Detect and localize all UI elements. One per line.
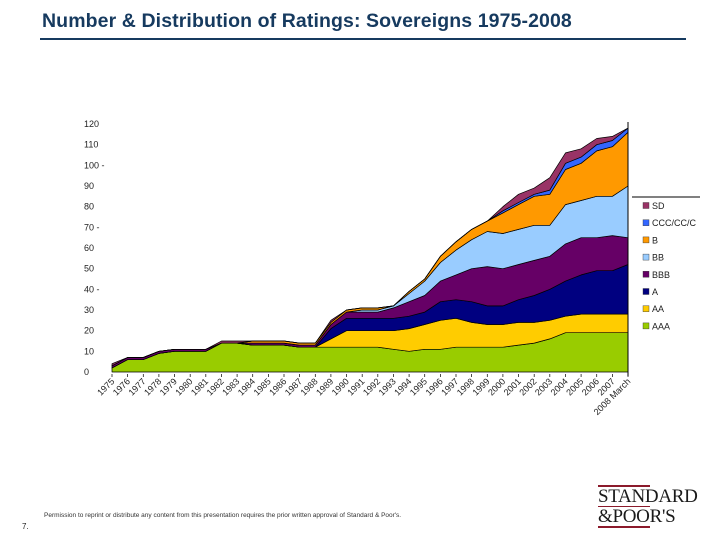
logo-rule-top bbox=[598, 485, 650, 487]
y-tick-label: 100 - bbox=[84, 160, 105, 170]
legend-swatch-b bbox=[642, 236, 650, 244]
legend-label-bbb: BBB bbox=[652, 270, 670, 280]
x-axis: 1975197619771978197919801981198219831984… bbox=[95, 374, 632, 417]
logo-rule-bottom bbox=[598, 526, 650, 528]
legend-swatch-bb bbox=[642, 253, 650, 261]
legend-label-a: A bbox=[652, 287, 658, 297]
y-tick-label: 110 bbox=[84, 140, 98, 150]
logo-line2: &POOR'S bbox=[598, 506, 676, 527]
legend-swatch-aaa bbox=[642, 322, 650, 330]
y-tick-label: 0 bbox=[84, 367, 89, 377]
legend-label-sd: SD bbox=[652, 201, 665, 211]
legend-label-bb: BB bbox=[652, 253, 664, 263]
y-tick-label: 30 bbox=[84, 305, 94, 315]
legend-label-b: B bbox=[652, 235, 658, 245]
legend-swatch-bbb bbox=[642, 271, 650, 278]
y-tick-label: 120 bbox=[84, 119, 99, 129]
legend-swatch-ccc-cc-c bbox=[642, 219, 650, 226]
y-axis: 0 10 20 30 40 - 50 60 70 - 80 90 100 - 110 120 bbox=[84, 119, 629, 377]
y-tick-label: 50 bbox=[84, 264, 94, 274]
sp-logo: STANDARD &POOR'S bbox=[598, 485, 703, 528]
legend-label-aaa: AAA bbox=[652, 321, 670, 331]
area-sd bbox=[111, 127, 629, 367]
y-tick-label: 90 bbox=[84, 181, 94, 191]
legend-swatch-aa bbox=[642, 305, 650, 312]
legend-label-ccc-cc-c: CCC/CC/C bbox=[652, 218, 696, 228]
page-title: Number & Distribution of Ratings: Sovere… bbox=[42, 10, 572, 32]
legend-swatch-a bbox=[642, 288, 650, 295]
y-tick-label: 40 - bbox=[84, 284, 100, 294]
title-underline bbox=[40, 38, 686, 40]
y-tick-label: 70 - bbox=[84, 222, 100, 232]
legend-swatch-sd bbox=[642, 202, 650, 209]
permission-footnote: Permission to reprint or distribute any … bbox=[44, 512, 402, 519]
y-tick-label: 20 bbox=[84, 326, 94, 336]
legend-label-aa: AA bbox=[652, 304, 664, 314]
page-number: 7. bbox=[22, 522, 29, 531]
y-tick-label: 60 bbox=[84, 243, 94, 253]
y-tick-label: 10 bbox=[84, 346, 94, 356]
logo-rule-mid bbox=[598, 505, 650, 507]
y-tick-label: 80 bbox=[84, 202, 94, 212]
logo-line1: STANDARD bbox=[598, 485, 698, 507]
series-areas bbox=[111, 127, 629, 373]
